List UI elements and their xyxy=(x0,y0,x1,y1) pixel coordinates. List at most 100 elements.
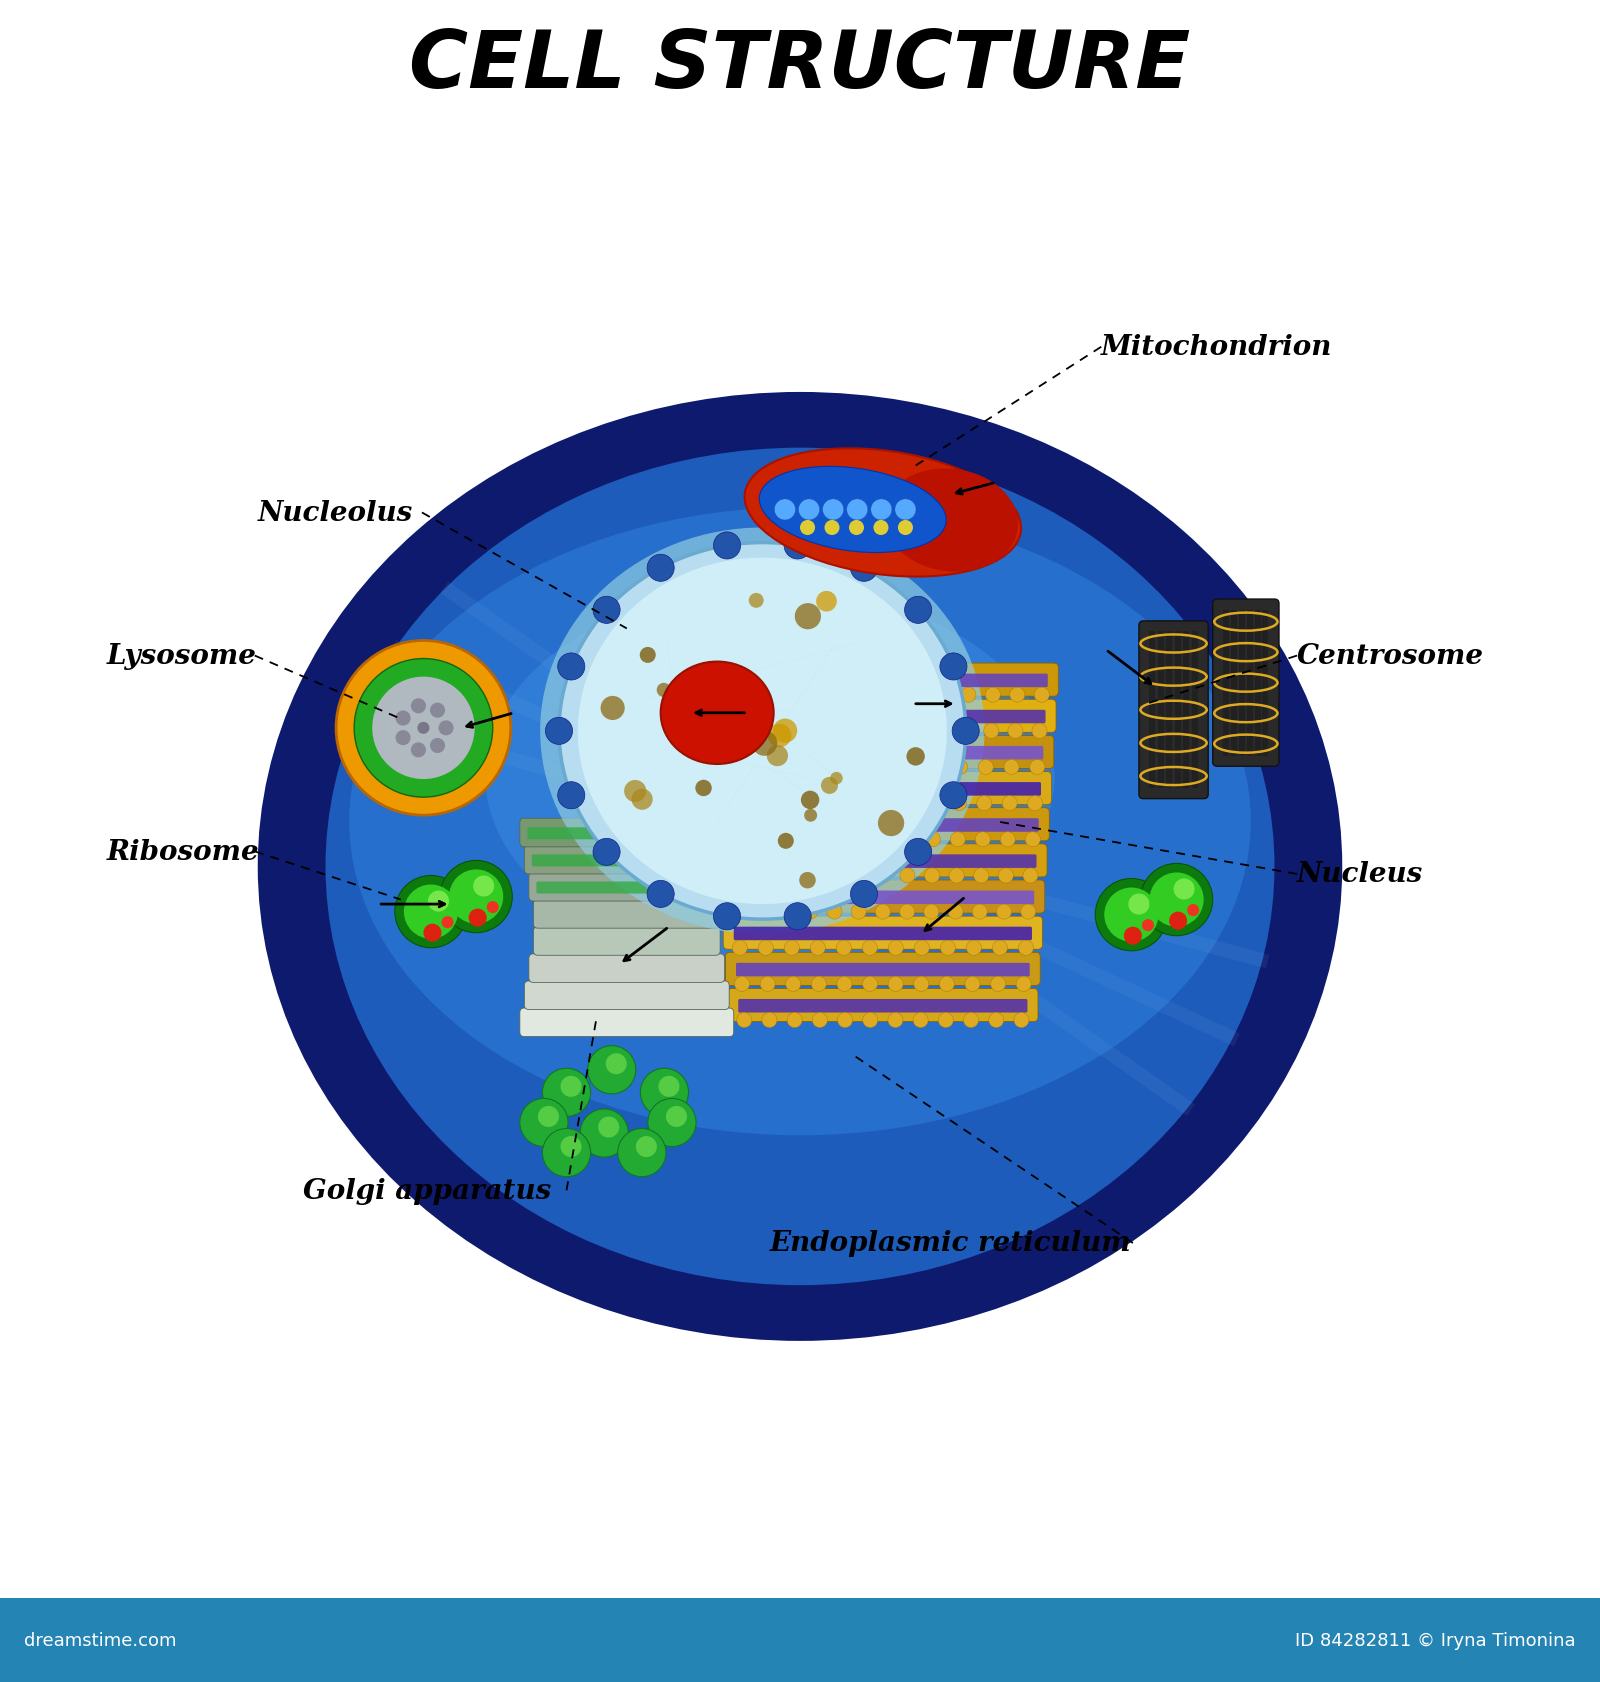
Circle shape xyxy=(963,1013,979,1028)
Circle shape xyxy=(1014,1013,1029,1028)
FancyBboxPatch shape xyxy=(1254,611,1261,757)
Circle shape xyxy=(558,782,586,809)
Circle shape xyxy=(901,833,915,848)
Circle shape xyxy=(1123,927,1142,945)
Circle shape xyxy=(778,833,794,849)
FancyBboxPatch shape xyxy=(533,900,720,928)
Circle shape xyxy=(438,722,453,737)
Circle shape xyxy=(824,796,840,811)
Circle shape xyxy=(941,940,955,955)
Circle shape xyxy=(862,1013,878,1028)
Circle shape xyxy=(976,833,990,848)
Circle shape xyxy=(923,905,939,920)
Text: Nucleolus: Nucleolus xyxy=(258,500,413,526)
Circle shape xyxy=(776,833,790,848)
Circle shape xyxy=(354,659,493,797)
Circle shape xyxy=(1026,833,1040,848)
FancyBboxPatch shape xyxy=(1262,611,1269,757)
Circle shape xyxy=(802,868,816,883)
Text: Centrosome: Centrosome xyxy=(1298,643,1485,669)
Circle shape xyxy=(760,977,774,992)
Circle shape xyxy=(976,796,992,811)
Circle shape xyxy=(640,648,656,663)
Ellipse shape xyxy=(485,589,1054,965)
FancyBboxPatch shape xyxy=(723,747,1043,760)
Circle shape xyxy=(1128,895,1149,915)
Circle shape xyxy=(790,688,805,703)
Circle shape xyxy=(800,833,816,848)
Circle shape xyxy=(798,760,813,775)
Circle shape xyxy=(952,796,966,811)
Text: Endoplasmic reticulum: Endoplasmic reticulum xyxy=(770,1230,1131,1256)
Circle shape xyxy=(870,500,891,521)
Circle shape xyxy=(966,940,981,955)
Circle shape xyxy=(594,839,621,866)
Circle shape xyxy=(978,760,994,775)
Circle shape xyxy=(1021,905,1035,920)
Ellipse shape xyxy=(325,449,1275,1285)
FancyBboxPatch shape xyxy=(1166,632,1173,789)
Circle shape xyxy=(798,873,816,890)
Circle shape xyxy=(851,555,877,582)
Text: Lysosome: Lysosome xyxy=(107,643,258,669)
Circle shape xyxy=(618,1129,666,1177)
Circle shape xyxy=(795,604,821,631)
Circle shape xyxy=(837,940,851,955)
Circle shape xyxy=(646,555,674,582)
Circle shape xyxy=(826,868,842,883)
Circle shape xyxy=(837,977,851,992)
Circle shape xyxy=(939,977,954,992)
Text: Ribosome: Ribosome xyxy=(107,838,259,865)
Circle shape xyxy=(395,711,411,727)
FancyBboxPatch shape xyxy=(1158,632,1163,789)
Circle shape xyxy=(989,1013,1003,1028)
Ellipse shape xyxy=(883,469,1018,572)
Ellipse shape xyxy=(578,558,947,905)
Circle shape xyxy=(440,861,512,934)
FancyBboxPatch shape xyxy=(525,846,730,875)
FancyBboxPatch shape xyxy=(722,880,1045,913)
Circle shape xyxy=(904,839,931,866)
Ellipse shape xyxy=(541,528,984,935)
Circle shape xyxy=(914,977,928,992)
Circle shape xyxy=(736,700,760,723)
Circle shape xyxy=(851,868,866,883)
Circle shape xyxy=(894,500,915,521)
Circle shape xyxy=(802,791,819,809)
FancyBboxPatch shape xyxy=(1238,611,1245,757)
Circle shape xyxy=(838,688,854,703)
Circle shape xyxy=(1170,912,1187,930)
Ellipse shape xyxy=(558,543,966,920)
Circle shape xyxy=(1032,723,1046,738)
Circle shape xyxy=(546,718,573,745)
Circle shape xyxy=(395,876,467,949)
Circle shape xyxy=(800,796,814,811)
Circle shape xyxy=(904,597,931,624)
FancyBboxPatch shape xyxy=(718,674,1048,688)
Circle shape xyxy=(373,678,475,779)
FancyBboxPatch shape xyxy=(726,819,1038,833)
Circle shape xyxy=(587,1046,635,1095)
Circle shape xyxy=(952,760,968,775)
Circle shape xyxy=(1010,688,1026,703)
FancyBboxPatch shape xyxy=(520,1009,734,1038)
Circle shape xyxy=(914,1013,928,1028)
Circle shape xyxy=(912,688,926,703)
Circle shape xyxy=(747,760,762,775)
Circle shape xyxy=(1034,688,1050,703)
Circle shape xyxy=(752,868,768,883)
Circle shape xyxy=(411,743,426,759)
Circle shape xyxy=(784,903,811,930)
Circle shape xyxy=(984,723,998,738)
Circle shape xyxy=(1142,920,1154,932)
FancyBboxPatch shape xyxy=(738,999,1027,1013)
Circle shape xyxy=(1003,760,1019,775)
Circle shape xyxy=(1000,833,1016,848)
Circle shape xyxy=(936,723,950,738)
FancyBboxPatch shape xyxy=(710,700,1056,733)
Circle shape xyxy=(635,1137,658,1157)
FancyBboxPatch shape xyxy=(1230,611,1237,757)
Circle shape xyxy=(939,654,966,681)
FancyBboxPatch shape xyxy=(736,964,1030,977)
Circle shape xyxy=(606,1053,627,1075)
